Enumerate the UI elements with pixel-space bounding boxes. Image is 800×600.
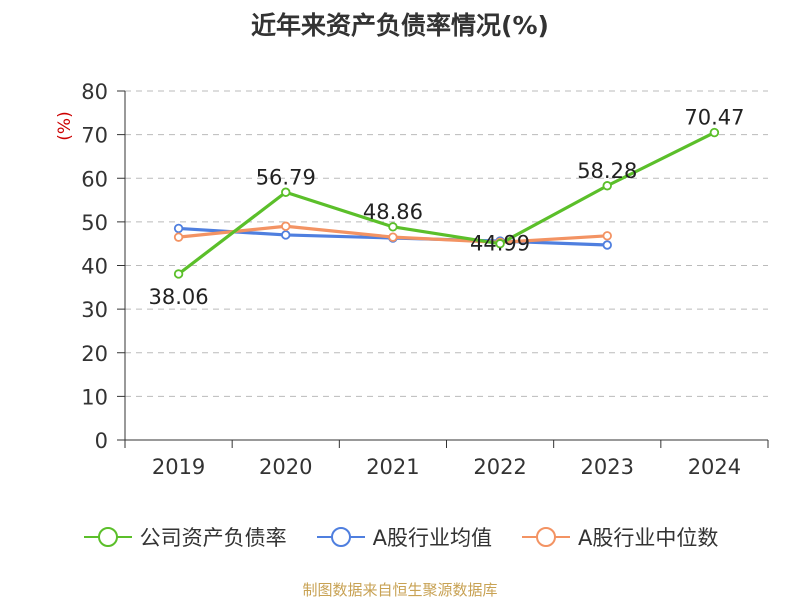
x-tick-label: 2024 bbox=[688, 455, 741, 479]
x-tick-label: 2021 bbox=[366, 455, 419, 479]
data-point-industry_avg bbox=[281, 230, 291, 240]
y-tick-label: 10 bbox=[81, 385, 108, 409]
x-tick-label: 2022 bbox=[473, 455, 526, 479]
legend-label: 公司资产负债率 bbox=[139, 526, 287, 550]
x-tick-label: 2019 bbox=[152, 455, 205, 479]
y-tick-label: 50 bbox=[81, 211, 108, 235]
data-point-company bbox=[388, 222, 398, 232]
legend-item: 公司资产负债率 bbox=[82, 522, 287, 552]
legend-label: A股行业中位数 bbox=[578, 526, 719, 550]
y-axis-unit-label: (%) bbox=[55, 111, 75, 140]
data-label: 44.99 bbox=[470, 232, 530, 256]
data-point-company bbox=[495, 239, 505, 249]
data-point-industry_median bbox=[602, 231, 612, 241]
chart-title: 近年来资产负债率情况(%) bbox=[251, 11, 549, 40]
series-line-company bbox=[177, 131, 716, 276]
y-tick-label: 20 bbox=[81, 342, 108, 366]
legend-line-circle-icon bbox=[83, 527, 132, 547]
y-tick-label: 70 bbox=[81, 124, 108, 148]
chart-legend: 公司资产负债率 A股行业均值 A股行业中位数 bbox=[0, 520, 800, 554]
data-point-industry_median bbox=[388, 232, 398, 242]
data-label: 58.28 bbox=[577, 159, 637, 183]
y-tick-label: 60 bbox=[81, 167, 108, 191]
legend-line-circle-icon bbox=[316, 527, 365, 547]
data-point-company bbox=[281, 187, 291, 197]
data-point-industry_median bbox=[173, 232, 184, 242]
y-tick-label: 40 bbox=[81, 255, 108, 279]
legend-item: A股行业中位数 bbox=[520, 522, 718, 552]
y-tick-label: 30 bbox=[81, 298, 108, 322]
data-point-industry_avg bbox=[602, 240, 612, 250]
x-tick-label: 2023 bbox=[581, 455, 634, 479]
legend-item: A股行业均值 bbox=[315, 522, 492, 552]
data-label: 56.79 bbox=[256, 165, 316, 189]
data-point-company bbox=[173, 269, 184, 279]
data-label: 48.86 bbox=[363, 200, 423, 224]
data-label: 38.06 bbox=[149, 285, 209, 309]
data-label: 70.47 bbox=[684, 106, 744, 130]
data-point-company bbox=[709, 127, 720, 138]
data-point-industry_median bbox=[281, 221, 291, 231]
data-point-industry_avg bbox=[173, 223, 184, 234]
legend-line-circle-icon bbox=[522, 527, 570, 547]
x-tick-label: 2020 bbox=[259, 455, 312, 479]
legend-label: A股行业均值 bbox=[372, 526, 492, 550]
y-tick-label: 0 bbox=[95, 429, 108, 453]
data-source-note: 制图数据来自恒生聚源数据库 bbox=[302, 581, 498, 599]
data-point-company bbox=[602, 181, 612, 191]
y-tick-label: 80 bbox=[81, 80, 108, 104]
